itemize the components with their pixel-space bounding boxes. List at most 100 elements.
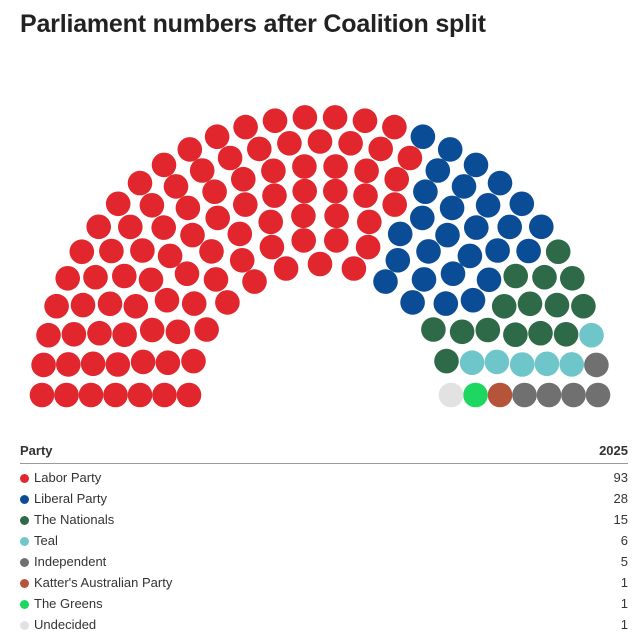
- seat-dot: [97, 291, 123, 317]
- seat-dot: [229, 248, 255, 273]
- legend-swatch: [20, 579, 29, 588]
- legend-party-label: Teal: [34, 533, 58, 548]
- legend-row: Labor Party 93: [20, 464, 628, 489]
- seat-dot: [174, 261, 200, 286]
- seat-dot: [516, 238, 541, 264]
- seat-dot: [151, 215, 176, 240]
- seat-dot: [585, 382, 611, 408]
- legend-row: The Nationals 15: [20, 509, 628, 530]
- legend-row: The Greens 1: [20, 593, 628, 614]
- seat-dot: [341, 256, 367, 281]
- legend-row: Undecided 1: [20, 614, 628, 635]
- seat-dot: [324, 203, 349, 229]
- legend-row: Teal 6: [20, 530, 628, 551]
- seat-dot: [544, 292, 570, 318]
- seat-dot: [86, 214, 111, 240]
- legend-seat-count: 93: [613, 470, 628, 485]
- seat-dot: [463, 152, 489, 178]
- seat-dot: [397, 145, 423, 171]
- seat-dot: [205, 205, 230, 231]
- seat-dot: [203, 267, 229, 292]
- legend-party-cell: Katter's Australian Party: [20, 572, 531, 593]
- legend-party-label: Independent: [34, 554, 107, 569]
- seat-dot: [157, 243, 183, 269]
- year-column-header: 2025: [530, 443, 628, 464]
- legend-party-cell: Independent: [20, 551, 531, 572]
- seat-dot: [29, 382, 55, 408]
- seat-dot: [261, 158, 286, 184]
- seat-dot: [242, 269, 267, 294]
- legend-party-cell: Labor Party: [20, 464, 531, 489]
- seat-dot: [246, 136, 272, 162]
- seat-dot: [382, 114, 407, 140]
- seat-dot: [425, 158, 451, 183]
- seat-dot: [509, 352, 535, 377]
- legend-row: Liberal Party 28: [20, 488, 628, 509]
- seat-dot: [503, 263, 528, 289]
- seat-dot: [112, 322, 137, 348]
- legend-swatch: [20, 600, 29, 609]
- seat-dot: [435, 222, 460, 248]
- legend-party-cell: Liberal Party: [20, 488, 531, 509]
- seat-dot: [123, 294, 149, 319]
- seat-dot: [80, 351, 106, 377]
- seat-dot: [44, 293, 69, 319]
- seat-dot: [491, 294, 517, 319]
- seat-dot: [259, 234, 285, 260]
- legend-party-label: Katter's Australian Party: [34, 575, 173, 590]
- seat-dot: [291, 228, 317, 253]
- seat-dot: [217, 145, 243, 171]
- seat-dot: [69, 239, 95, 264]
- legend-body: Labor Party 93 Liberal Party 28 The National…: [20, 464, 628, 636]
- seat-dot: [233, 192, 258, 217]
- seat-dot: [512, 382, 537, 408]
- seat-dot: [413, 179, 438, 204]
- seat-dot: [584, 352, 609, 378]
- seat-dot: [152, 382, 177, 408]
- legend-swatch: [20, 516, 29, 525]
- legend-swatch: [20, 474, 29, 483]
- legend-party-cell: The Greens: [20, 593, 531, 614]
- seat-dot: [180, 222, 205, 248]
- seat-dot: [231, 166, 256, 192]
- seat-dot: [433, 291, 459, 316]
- seat-dot: [449, 319, 475, 345]
- seat-dot: [181, 291, 207, 316]
- seat-dot: [227, 221, 253, 247]
- seat-dot: [78, 382, 104, 408]
- seat-dot: [368, 136, 394, 162]
- seat-dot: [561, 382, 586, 408]
- seat-dot: [163, 174, 189, 199]
- legend-party-cell: Undecided: [20, 614, 531, 635]
- seat-dot: [338, 131, 363, 156]
- seat-dot: [273, 256, 299, 281]
- seat-dot: [497, 214, 522, 240]
- seat-dot: [307, 129, 333, 154]
- seat-dot: [99, 238, 124, 264]
- legend-row: Independent 5: [20, 551, 628, 572]
- legend-party-label: Liberal Party: [34, 491, 107, 506]
- seat-dot: [353, 183, 378, 208]
- seat-dot: [387, 221, 413, 247]
- legend-swatch: [20, 495, 29, 504]
- seat-dot: [503, 322, 528, 348]
- seat-dot: [421, 317, 446, 342]
- seat-dot: [292, 105, 318, 130]
- legend-party-cell: Teal: [20, 530, 531, 551]
- page-title: Parliament numbers after Coalition split: [20, 10, 486, 38]
- legend-row: Katter's Australian Party 1: [20, 572, 628, 593]
- legend-party-label: The Greens: [34, 596, 103, 611]
- seat-dot: [384, 166, 410, 192]
- seat-dot: [385, 248, 411, 273]
- seat-dot: [322, 105, 348, 130]
- seat-dot: [277, 131, 302, 156]
- seat-dot: [87, 320, 112, 346]
- legend-swatch: [20, 537, 29, 546]
- legend-table: Party 2025 Labor Party 93 Liberal Party 28 T…: [20, 443, 628, 635]
- seat-dot: [579, 322, 604, 348]
- seat-dot: [357, 209, 382, 235]
- seat-dot: [451, 174, 477, 199]
- seat-dot: [177, 137, 203, 162]
- seat-dot: [484, 349, 510, 375]
- seat-dot: [517, 291, 543, 317]
